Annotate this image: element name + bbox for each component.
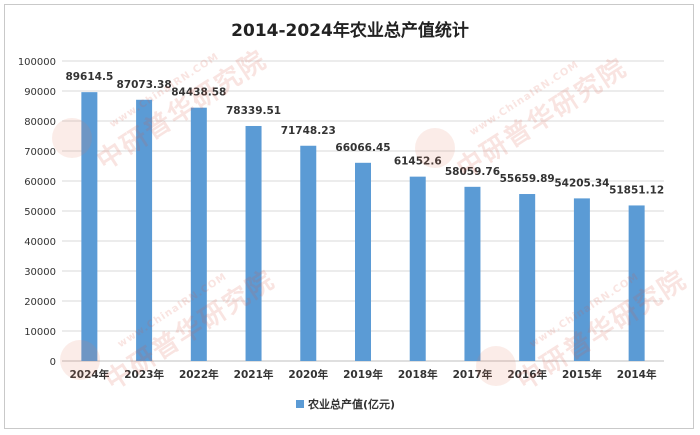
- bar: [464, 186, 481, 361]
- data-label: 66066.45: [335, 142, 390, 154]
- x-tick-label: 2018年: [398, 368, 438, 381]
- y-tick-label: 40000: [24, 237, 56, 248]
- y-tick-label: 70000: [24, 147, 56, 158]
- data-label: 78339.51: [226, 105, 281, 117]
- x-tick-label: 2023年: [124, 368, 164, 381]
- data-label: 89614.5: [65, 71, 113, 83]
- chart-title: 2014-2024年农业总产值统计: [231, 21, 469, 41]
- x-tick-label: 2015年: [562, 368, 602, 381]
- x-tick-label: 2021年: [234, 368, 274, 381]
- data-label: 87073.38: [117, 79, 172, 91]
- y-tick-label: 80000: [24, 117, 56, 128]
- bar: [628, 205, 645, 361]
- y-tick-label: 0: [50, 357, 56, 368]
- x-tick-label: 2014年: [617, 368, 657, 381]
- y-tick-label: 30000: [24, 267, 56, 278]
- y-tick-label: 50000: [24, 207, 56, 218]
- data-label: 84438.58: [171, 87, 226, 99]
- bar: [190, 107, 207, 361]
- bar: [300, 145, 317, 361]
- bar: [81, 92, 98, 362]
- y-tick-label: 90000: [24, 87, 56, 98]
- legend-label: 农业总产值(亿元): [307, 397, 395, 411]
- data-label: 55659.89: [500, 173, 555, 185]
- data-label: 71748.23: [281, 125, 336, 137]
- data-label: 54205.34: [554, 177, 609, 189]
- bar: [245, 125, 262, 361]
- x-tick-label: 2017年: [453, 368, 493, 381]
- data-label: 61452.6: [394, 156, 442, 168]
- y-tick-label: 100000: [18, 57, 56, 68]
- x-tick-label: 2016年: [507, 368, 547, 381]
- y-tick-label: 20000: [24, 297, 56, 308]
- bar: [409, 176, 426, 361]
- data-label: 58059.76: [445, 166, 500, 178]
- y-tick-label: 10000: [24, 327, 56, 338]
- x-tick-label: 2020年: [288, 368, 328, 381]
- x-tick-label: 2019年: [343, 368, 383, 381]
- x-tick-label: 2022年: [179, 368, 219, 381]
- legend-swatch: [296, 400, 304, 408]
- y-tick-label: 60000: [24, 177, 56, 188]
- bar: [355, 162, 371, 361]
- data-label: 51851.12: [609, 184, 664, 196]
- bar: [136, 99, 153, 362]
- x-tick-label: 2024年: [69, 368, 109, 381]
- bar: [573, 198, 590, 361]
- bar: [519, 194, 536, 361]
